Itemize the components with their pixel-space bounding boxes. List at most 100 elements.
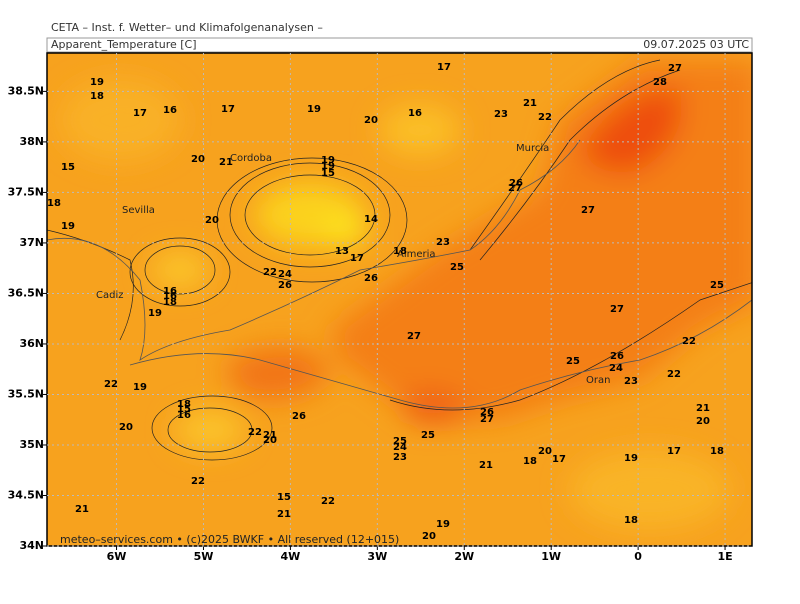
contour-label: 20	[119, 422, 133, 433]
contour-label: 18	[47, 198, 61, 209]
contour-label: 19	[307, 104, 321, 115]
contour-label: 20	[422, 531, 436, 542]
y-tick-label: 36.5N	[8, 286, 44, 299]
contour-label: 25	[421, 430, 435, 441]
contour-label: 26	[364, 273, 378, 284]
contour-label: 27	[508, 183, 522, 194]
y-tick-label: 38N	[19, 135, 44, 148]
contour-label: 20	[191, 154, 205, 165]
contour-label: 17	[437, 62, 451, 73]
contour-label: 26	[278, 280, 292, 291]
city-label: Oran	[586, 375, 610, 386]
contour-label: 17	[221, 104, 235, 115]
contour-label: 18	[624, 515, 638, 526]
contour-label: 22	[667, 369, 681, 380]
contour-label: 15	[61, 162, 75, 173]
contour-label: 20	[205, 215, 219, 226]
header: CETA – Inst. f. Wetter– und Klimafolgena…	[51, 21, 323, 34]
contour-label: 24	[278, 269, 292, 280]
contour-label: 23	[393, 452, 407, 463]
contour-label: 19	[321, 161, 335, 172]
contour-label: 20	[538, 446, 552, 457]
contour-label: 21	[75, 504, 89, 515]
contour-label: 21	[277, 509, 291, 520]
x-tick-label: 1W	[541, 550, 561, 563]
contour-label: 18	[523, 456, 537, 467]
contour-label: 27	[668, 63, 682, 74]
contour-label: 16	[163, 105, 177, 116]
contour-label: 16	[163, 286, 177, 297]
title-bar	[46, 37, 753, 53]
contour-label: 21	[263, 430, 277, 441]
contour-label: 16	[408, 108, 422, 119]
contour-label: 22	[191, 476, 205, 487]
contour-label: 13	[335, 246, 349, 257]
y-tick-label: 34.5N	[8, 488, 44, 501]
contour-label: 17	[133, 108, 147, 119]
x-tick-label: 1E	[717, 550, 732, 563]
contour-label: 19	[436, 519, 450, 530]
y-tick-label: 37N	[19, 236, 44, 249]
contour-label: 18	[177, 399, 191, 410]
city-label: Almeria	[397, 249, 436, 260]
contour-label: 20	[364, 115, 378, 126]
contour-label: 17	[667, 446, 681, 457]
contour-label: 21	[523, 98, 537, 109]
contour-label: 18	[710, 446, 724, 457]
contour-label: 19	[90, 77, 104, 88]
footer: meteo–services.com • (c)2025 BWKF • All …	[60, 533, 399, 546]
contour-label: 18	[393, 246, 407, 257]
contour-label: 18	[90, 91, 104, 102]
coastline	[47, 139, 752, 409]
timestamp: 09.07.2025 03 UTC	[643, 38, 749, 51]
contour-label: 23	[494, 109, 508, 120]
contour-label: 19	[321, 155, 335, 166]
contour-label: 23	[624, 376, 638, 387]
contour-label: 19	[133, 382, 147, 393]
city-label: Cordoba	[230, 153, 272, 164]
contour-label: 19	[148, 308, 162, 319]
contour-label: 15	[177, 404, 191, 415]
frame	[46, 52, 753, 547]
contour-label: 24	[393, 442, 407, 453]
city-label: Murcia	[516, 143, 549, 154]
contour-label: 25	[710, 280, 724, 291]
contour-label: 26	[610, 351, 624, 362]
contour-label: 23	[436, 237, 450, 248]
contour-label: 26	[292, 411, 306, 422]
contour-label: 28	[653, 77, 667, 88]
contour-label: 22	[682, 336, 696, 347]
contour-label: 21	[696, 403, 710, 414]
contour-label: 26	[509, 178, 523, 189]
x-tick-label: 5W	[194, 550, 214, 563]
y-tick-label: 34N	[19, 539, 44, 552]
contour-label: 16	[177, 410, 191, 421]
contour-label: 27	[407, 331, 421, 342]
y-tick-label: 38.5N	[8, 84, 44, 97]
contour-label: 20	[696, 416, 710, 427]
x-tick-label: 6W	[107, 550, 127, 563]
contours	[47, 59, 752, 461]
contour-label: 24	[609, 363, 623, 374]
city-label: Cadiz	[96, 290, 124, 301]
x-tick-label: 0	[634, 550, 642, 563]
y-tick-label: 37.5N	[8, 185, 44, 198]
contour-label: 22	[263, 267, 277, 278]
x-tick-label: 2W	[454, 550, 474, 563]
contour-label: 22	[321, 496, 335, 507]
x-tick-label: 3W	[367, 550, 387, 563]
contour-label: 20	[263, 435, 277, 446]
city-label: Sevilla	[122, 205, 155, 216]
contour-label: 18	[163, 297, 177, 308]
contour-label: 22	[104, 379, 118, 390]
contour-label: 22	[538, 112, 552, 123]
contour-label: 27	[480, 414, 494, 425]
contour-label: 25	[566, 356, 580, 367]
x-tick-label: 4W	[281, 550, 301, 563]
title: Apparent_Temperature [C]	[51, 38, 197, 51]
contour-label: 15	[321, 168, 335, 179]
contour-label: 15	[277, 492, 291, 503]
contour-label: 22	[248, 427, 262, 438]
contour-label: 14	[364, 214, 378, 225]
